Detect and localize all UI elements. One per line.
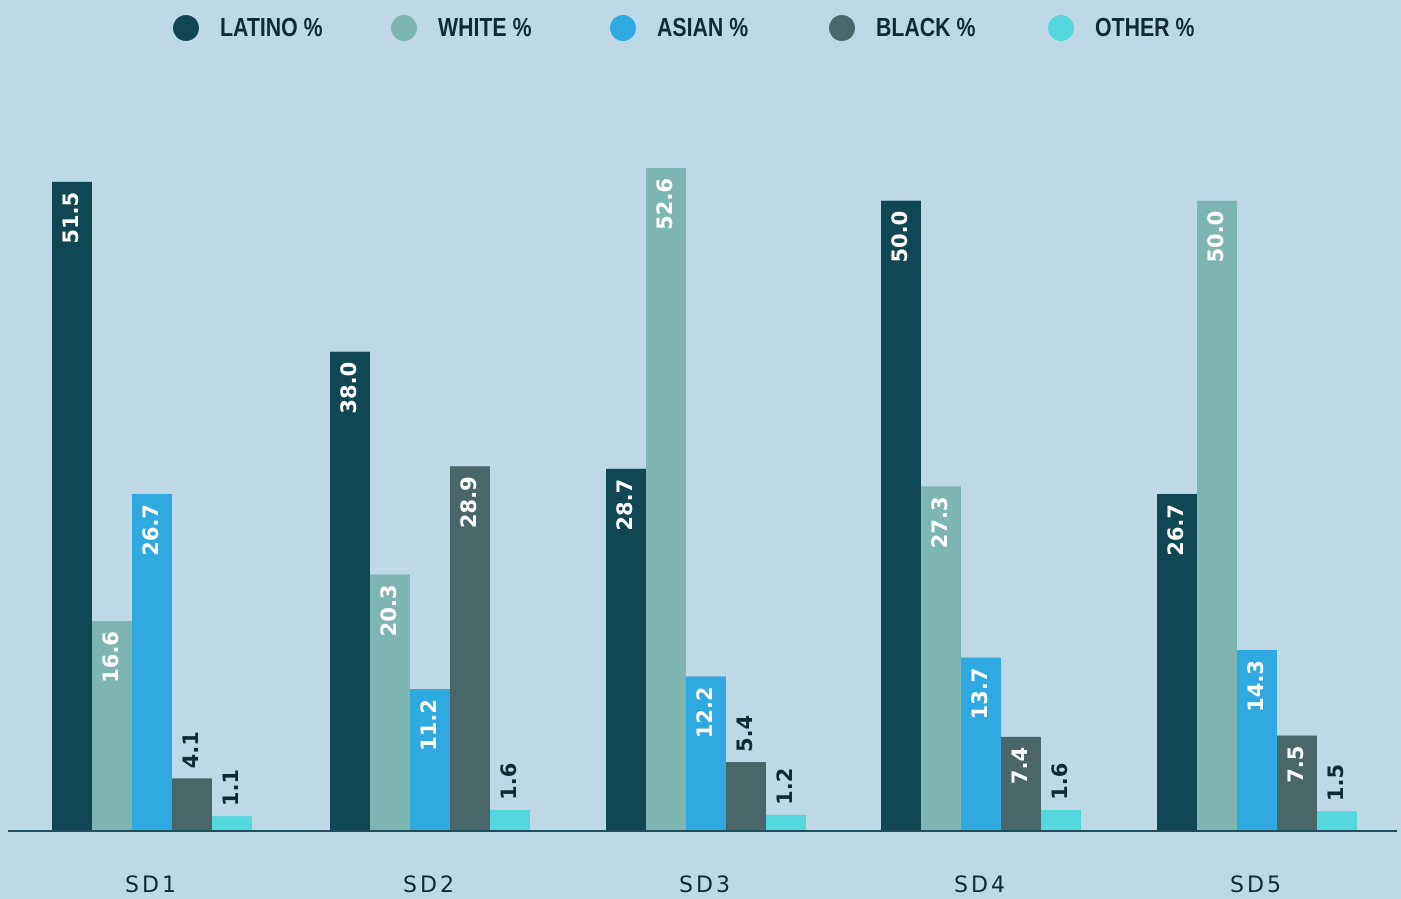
value-label: 1.5 bbox=[1324, 764, 1348, 801]
legend-marker bbox=[1048, 15, 1074, 41]
value-label: 14.3 bbox=[1244, 660, 1268, 712]
bar bbox=[766, 814, 806, 830]
value-label: 7.5 bbox=[1284, 746, 1308, 783]
legend-label: ASIAN % bbox=[657, 13, 748, 43]
bar bbox=[410, 689, 450, 830]
bar bbox=[52, 181, 92, 830]
bar bbox=[1197, 200, 1237, 831]
value-label: 1.6 bbox=[497, 763, 521, 800]
bar bbox=[881, 200, 921, 831]
bar bbox=[450, 466, 490, 830]
bar bbox=[961, 657, 1001, 830]
value-label: 12.2 bbox=[693, 686, 717, 738]
value-label: 28.7 bbox=[613, 479, 637, 531]
value-label: 16.6 bbox=[99, 631, 123, 683]
x-tick-label: SD4 bbox=[954, 873, 1008, 898]
bar bbox=[1277, 735, 1317, 830]
bar bbox=[1001, 736, 1041, 830]
bar bbox=[330, 351, 370, 830]
value-label: 4.1 bbox=[179, 731, 203, 768]
legend-marker bbox=[829, 15, 855, 41]
x-tick-label: SD1 bbox=[125, 873, 179, 898]
bar bbox=[212, 816, 252, 830]
bar bbox=[921, 486, 961, 830]
bar bbox=[646, 168, 686, 830]
bar bbox=[1041, 809, 1081, 830]
legend-label: BLACK % bbox=[876, 13, 975, 43]
value-label: 26.7 bbox=[139, 504, 163, 556]
bar bbox=[686, 676, 726, 830]
x-tick-label: SD3 bbox=[679, 873, 733, 898]
value-label: 26.7 bbox=[1164, 504, 1188, 556]
value-label: 1.1 bbox=[219, 769, 243, 806]
value-label: 1.6 bbox=[1048, 763, 1072, 800]
legend-marker bbox=[610, 15, 636, 41]
bar bbox=[490, 809, 530, 830]
x-tick-label: SD2 bbox=[403, 873, 457, 898]
value-label: 52.6 bbox=[653, 178, 677, 230]
value-label: 38.0 bbox=[337, 362, 361, 414]
bar bbox=[726, 762, 766, 830]
bar bbox=[1317, 811, 1357, 830]
bar bbox=[1237, 650, 1277, 830]
value-label: 28.9 bbox=[457, 476, 481, 528]
value-label: 50.0 bbox=[888, 211, 912, 263]
bar bbox=[606, 468, 646, 830]
value-label: 27.3 bbox=[928, 496, 952, 548]
value-label: 50.0 bbox=[1204, 211, 1228, 263]
value-label: 20.3 bbox=[377, 585, 401, 637]
legend-marker bbox=[391, 15, 417, 41]
bar bbox=[1157, 493, 1197, 830]
bar bbox=[370, 574, 410, 830]
value-label: 5.4 bbox=[733, 715, 757, 752]
bar bbox=[172, 778, 212, 830]
value-label: 51.5 bbox=[59, 192, 83, 244]
legend-label: LATINO % bbox=[220, 13, 323, 43]
value-label: 13.7 bbox=[968, 668, 992, 720]
x-tick-label: SD5 bbox=[1230, 873, 1284, 898]
legend-marker bbox=[173, 15, 199, 41]
value-label: 1.2 bbox=[773, 768, 797, 805]
bar bbox=[92, 621, 132, 830]
legend-label: WHITE % bbox=[438, 13, 532, 43]
legend-label: OTHER % bbox=[1095, 13, 1194, 43]
value-label: 7.4 bbox=[1008, 747, 1032, 784]
bar bbox=[132, 493, 172, 830]
value-label: 11.2 bbox=[417, 699, 441, 751]
